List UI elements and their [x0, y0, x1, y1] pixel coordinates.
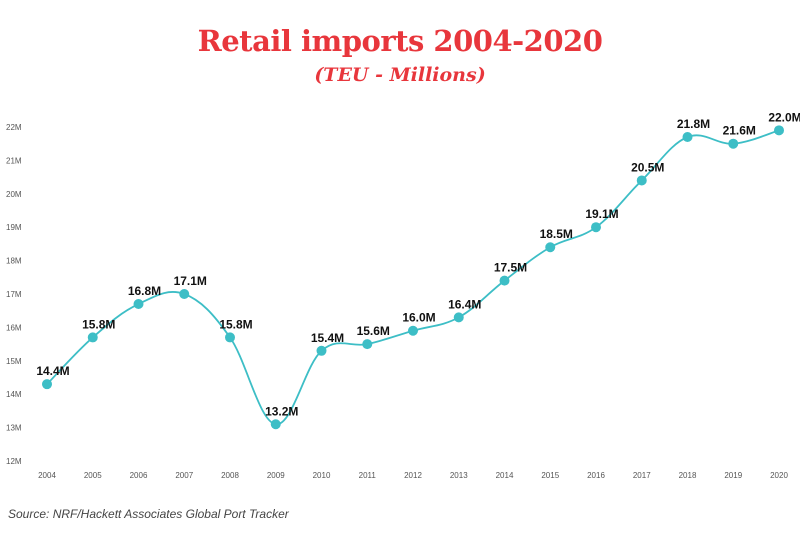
x-tick-label: 2013: [450, 471, 468, 480]
x-tick-label: 2009: [267, 471, 285, 480]
x-tick-label: 2011: [359, 471, 377, 480]
x-tick-label: 2014: [496, 471, 514, 480]
x-tick-label: 2007: [175, 471, 193, 480]
data-label: 22.0M: [768, 110, 800, 124]
x-tick-label: 2010: [313, 471, 331, 480]
chart-subtitle: (TEU - Millions): [314, 64, 486, 86]
data-label: 19.1M: [585, 207, 618, 221]
y-tick-label: 12M: [6, 457, 22, 466]
x-tick-label: 2005: [84, 471, 102, 480]
y-tick-label: 21M: [6, 156, 22, 165]
data-label: 15.8M: [82, 317, 115, 331]
data-point: [453, 312, 464, 323]
data-point: [42, 379, 52, 390]
data-point: [316, 345, 327, 356]
y-tick-label: 17M: [6, 290, 22, 299]
data-label: 16.4M: [448, 297, 481, 311]
y-tick-label: 20M: [6, 190, 22, 199]
x-tick-label: 2008: [221, 471, 239, 480]
data-point: [545, 242, 556, 253]
data-label: 13.2M: [265, 404, 298, 418]
data-label: 16.8M: [128, 284, 161, 298]
data-point: [774, 125, 784, 136]
x-tick-label: 2015: [541, 471, 559, 480]
x-tick-label: 2016: [587, 471, 605, 480]
data-markers: [42, 125, 784, 430]
source-note: Source: NRF/Hackett Associates Global Po…: [8, 507, 289, 521]
x-tick-label: 2018: [679, 471, 697, 480]
x-tick-label: 2020: [770, 471, 788, 480]
x-tick-label: 2012: [404, 471, 422, 480]
y-tick-label: 13M: [6, 424, 22, 433]
data-label: 21.8M: [677, 117, 710, 131]
x-tick-label: 2019: [724, 471, 742, 480]
x-tick-label: 2017: [633, 471, 651, 480]
data-label: 18.5M: [540, 227, 573, 241]
data-point: [408, 325, 418, 336]
x-tick-label: 2006: [130, 471, 148, 480]
chart-title: Retail imports 2004-2020: [197, 24, 603, 58]
data-point: [362, 339, 373, 350]
data-point: [636, 175, 647, 186]
y-tick-label: 19M: [6, 223, 22, 232]
y-axis: 12M 13M 14M 15M 16M 17M 18M 19M 20M 21M 22M: [6, 123, 22, 466]
x-tick-label: 2004: [38, 471, 56, 480]
data-point: [87, 332, 98, 343]
y-tick-label: 15M: [6, 357, 22, 366]
data-point: [133, 299, 144, 310]
data-label: 15.6M: [357, 324, 390, 338]
y-tick-label: 22M: [6, 123, 22, 132]
data-point: [270, 419, 281, 430]
data-label: 21.6M: [723, 124, 756, 138]
data-label: 14.4M: [36, 364, 69, 378]
data-point: [728, 138, 739, 149]
data-point: [225, 332, 235, 343]
data-point: [591, 222, 601, 233]
y-tick-label: 18M: [6, 257, 22, 266]
data-label: 17.5M: [494, 261, 527, 275]
data-point: [179, 289, 190, 299]
data-point: [682, 132, 693, 143]
series-line: [46, 129, 780, 426]
data-label: 20.5M: [631, 160, 664, 174]
y-tick-label: 16M: [6, 323, 22, 332]
data-label: 15.4M: [311, 331, 344, 345]
x-axis: 2004 2005 2006 2007 2008 2009 2010 2011 2012 2013…: [38, 471, 788, 480]
data-label: 17.1M: [174, 274, 207, 288]
data-point: [499, 275, 510, 286]
data-label: 16.0M: [402, 311, 435, 325]
data-label: 15.8M: [219, 317, 252, 331]
data-labels: 14.4M 15.8M 16.8M 17.1M 15.8M 13.2M 15.4M 15.6M…: [36, 110, 800, 418]
y-tick-label: 14M: [6, 390, 22, 399]
